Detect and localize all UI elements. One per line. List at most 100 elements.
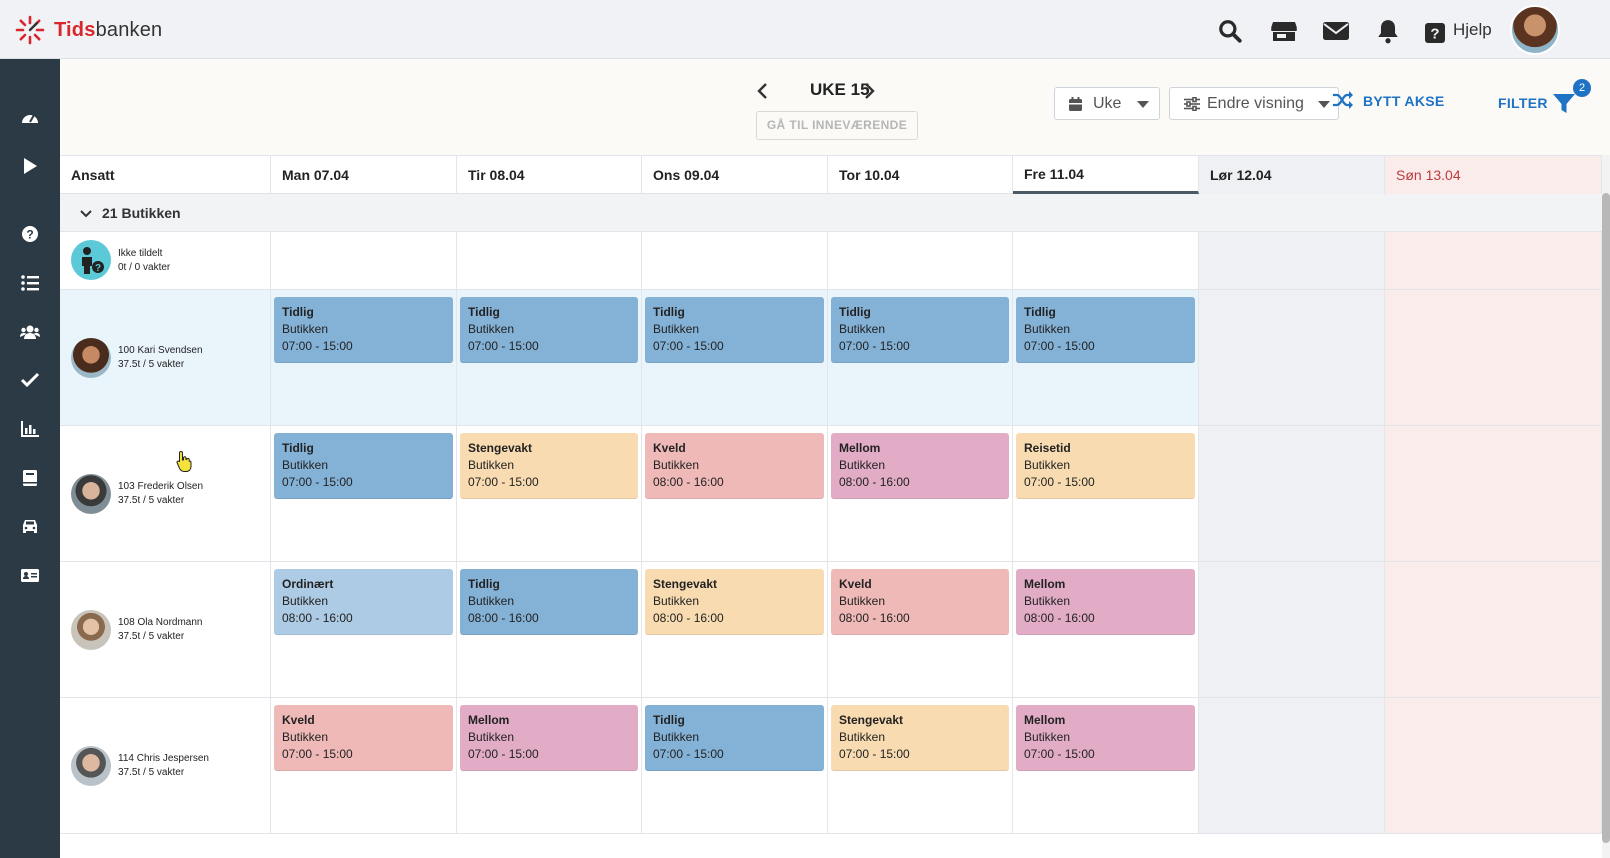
day-cell-sunday[interactable] [1385,232,1602,289]
employee-cell[interactable]: 103 Frederik Olsen 37.5t / 5 vakter [60,426,271,561]
shift-card[interactable]: Stengevakt Butikken 07:00 - 15:00 [831,705,1009,771]
list-icon[interactable] [20,273,40,293]
day-cell[interactable]: Kveld Butikken 08:00 - 16:00 [828,562,1013,697]
shift-card[interactable]: Mellom Butikken 07:00 - 15:00 [1016,705,1195,771]
shift-card[interactable]: Tidlig Butikken 07:00 - 15:00 [645,705,824,771]
prev-week-icon[interactable] [756,82,770,100]
shift-card[interactable]: Kveld Butikken 08:00 - 16:00 [645,433,824,499]
day-cell[interactable]: Kveld Butikken 08:00 - 16:00 [642,426,828,561]
day-cell[interactable]: Mellom Butikken 07:00 - 15:00 [457,698,642,833]
next-week-icon[interactable] [862,82,876,100]
shift-card[interactable]: Stengevakt Butikken 07:00 - 15:00 [460,433,638,499]
employee-row: 108 Ola Nordmann 37.5t / 5 vakter Ordinært… [60,562,1602,698]
day-cell[interactable]: Tidlig Butikken 07:00 - 15:00 [457,290,642,425]
chevron-down-icon[interactable] [80,210,92,218]
bell-icon[interactable] [1375,18,1401,44]
day-cell[interactable]: Tidlig Butikken 07:00 - 15:00 [271,426,457,561]
day-cell-saturday[interactable] [1199,562,1385,697]
day-cell[interactable]: Tidlig Butikken 07:00 - 15:00 [271,290,457,425]
group-row[interactable]: 21 Butikken [60,194,1602,232]
shift-card[interactable]: Tidlig Butikken 07:00 - 15:00 [274,297,453,363]
day-cell-saturday[interactable] [1199,426,1385,561]
day-cell[interactable]: Stengevakt Butikken 07:00 - 15:00 [457,426,642,561]
employee-cell[interactable]: 100 Kari Svendsen 37.5t / 5 vakter [60,290,271,425]
employee-row: 114 Chris Jespersen 37.5t / 5 vakter Kveld… [60,698,1602,834]
day-cell[interactable]: Stengevakt Butikken 08:00 - 16:00 [642,562,828,697]
goto-current-week-button[interactable]: GÅ TIL INNEVÆRENDE [756,111,918,140]
day-cell[interactable]: Kveld Butikken 07:00 - 15:00 [271,698,457,833]
day-cell[interactable] [1013,232,1199,289]
day-header-sat[interactable]: Lør 12.04 [1199,156,1385,194]
shift-type: Ordinært [282,577,334,591]
day-header-wed[interactable]: Ons 09.04 [642,156,828,194]
day-cell[interactable]: Tidlig Butikken 07:00 - 15:00 [642,290,828,425]
play-icon[interactable] [20,156,40,176]
view-select[interactable]: Uke [1054,87,1160,120]
day-cell[interactable]: Mellom Butikken 08:00 - 16:00 [1013,562,1199,697]
day-cell[interactable]: Mellom Butikken 08:00 - 16:00 [828,426,1013,561]
question-icon[interactable]: ? [20,224,40,244]
day-cell[interactable]: Tidlig Butikken 07:00 - 15:00 [642,698,828,833]
id-card-icon[interactable] [20,565,40,585]
day-cell-sunday[interactable] [1385,426,1602,561]
shift-card[interactable]: Stengevakt Butikken 08:00 - 16:00 [645,569,824,635]
day-header-thu[interactable]: Tor 10.04 [828,156,1013,194]
shift-card[interactable]: Ordinært Butikken 08:00 - 16:00 [274,569,453,635]
book-icon[interactable] [20,468,40,488]
day-cell-sunday[interactable] [1385,698,1602,833]
dashboard-icon[interactable] [20,108,40,128]
shift-place: Butikken [1024,730,1071,744]
shift-card[interactable]: Kveld Butikken 08:00 - 16:00 [831,569,1009,635]
user-avatar[interactable] [1510,5,1560,55]
help-link[interactable]: Hjelp [1453,20,1492,39]
day-cell-saturday[interactable] [1199,232,1385,289]
day-cell[interactable]: Tidlig Butikken 07:00 - 15:00 [828,290,1013,425]
filter-icon[interactable] [1553,94,1575,114]
day-cell[interactable]: Ordinært Butikken 08:00 - 16:00 [271,562,457,697]
scrollbar-thumb[interactable] [1602,193,1610,843]
users-icon[interactable] [20,322,40,342]
search-icon[interactable] [1217,18,1243,44]
store-icon[interactable] [1270,18,1298,44]
shift-card[interactable]: Mellom Butikken 07:00 - 15:00 [460,705,638,771]
day-cell[interactable]: Stengevakt Butikken 07:00 - 15:00 [828,698,1013,833]
shift-card[interactable]: Tidlig Butikken 07:00 - 15:00 [1016,297,1195,363]
shift-card[interactable]: Tidlig Butikken 07:00 - 15:00 [645,297,824,363]
day-cell[interactable]: Tidlig Butikken 07:00 - 15:00 [1013,290,1199,425]
chart-icon[interactable] [20,419,40,439]
day-cell[interactable] [271,232,457,289]
day-cell[interactable] [828,232,1013,289]
day-cell-saturday[interactable] [1199,290,1385,425]
employee-cell[interactable]: 114 Chris Jespersen 37.5t / 5 vakter [60,698,271,833]
car-icon[interactable] [20,516,40,536]
day-cell-saturday[interactable] [1199,698,1385,833]
day-header-mon[interactable]: Man 07.04 [271,156,457,194]
day-cell[interactable] [457,232,642,289]
shift-type: Kveld [282,713,315,727]
check-icon[interactable] [20,370,40,390]
day-header-tue[interactable]: Tir 08.04 [457,156,642,194]
day-cell[interactable]: Reisetid Butikken 07:00 - 15:00 [1013,426,1199,561]
day-cell-sunday[interactable] [1385,290,1602,425]
shift-type: Tidlig [839,305,871,319]
day-cell-sunday[interactable] [1385,562,1602,697]
mail-icon[interactable] [1322,18,1350,44]
day-header-sun[interactable]: Søn 13.04 [1385,156,1602,194]
change-view-select[interactable]: Endre visning [1169,87,1339,120]
shift-card[interactable]: Reisetid Butikken 07:00 - 15:00 [1016,433,1195,499]
shift-card[interactable]: Mellom Butikken 08:00 - 16:00 [1016,569,1195,635]
employee-cell[interactable]: 108 Ola Nordmann 37.5t / 5 vakter [60,562,271,697]
shift-card[interactable]: Tidlig Butikken 07:00 - 15:00 [831,297,1009,363]
shift-card[interactable]: Tidlig Butikken 07:00 - 15:00 [274,433,453,499]
help-icon[interactable]: ? [1424,20,1446,46]
shift-card[interactable]: Tidlig Butikken 08:00 - 16:00 [460,569,638,635]
shift-card[interactable]: Mellom Butikken 08:00 - 16:00 [831,433,1009,499]
day-cell[interactable]: Mellom Butikken 07:00 - 15:00 [1013,698,1199,833]
filter-button[interactable]: FILTER [1498,95,1548,111]
day-cell[interactable]: Tidlig Butikken 08:00 - 16:00 [457,562,642,697]
shift-card[interactable]: Kveld Butikken 07:00 - 15:00 [274,705,453,771]
shift-card[interactable]: Tidlig Butikken 07:00 - 15:00 [460,297,638,363]
day-header-fri[interactable]: Fre 11.04 [1013,156,1199,194]
app-logo[interactable]: Tidsbanken [14,14,162,46]
day-cell[interactable] [642,232,828,289]
